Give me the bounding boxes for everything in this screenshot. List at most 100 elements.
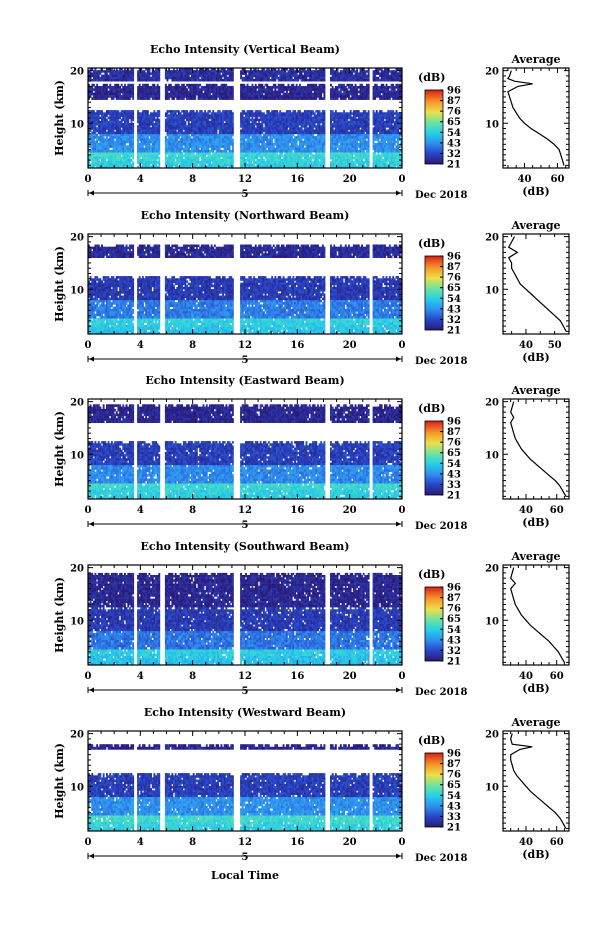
heatmap-cell [179, 147, 182, 151]
heatmap-cell [284, 125, 287, 128]
heatmap-cell [91, 116, 94, 120]
heatmap-cell [271, 161, 274, 164]
heatmap-cell [256, 138, 259, 141]
heatmap-cell [321, 129, 324, 132]
heatmap-cell [330, 156, 332, 160]
heatmap-cell [102, 92, 105, 96]
heatmap-cell [305, 116, 308, 120]
heatmap-cell [115, 118, 118, 122]
heatmap-cell [336, 152, 339, 155]
heatmap-cell [302, 88, 305, 91]
heatmap-cell [379, 145, 381, 148]
heatmap-cell [277, 147, 280, 151]
heatmap-cell [213, 116, 216, 120]
heatmap-cell [122, 152, 125, 155]
heatmap-cell [310, 118, 313, 122]
heatmap-cell [207, 112, 210, 115]
heatmap-cell [377, 123, 380, 126]
heatmap-cell [115, 120, 118, 124]
heatmap-cell [269, 116, 272, 120]
heatmap-cell [182, 127, 185, 130]
heatmap-cell [271, 112, 274, 115]
heatmap-cell [289, 149, 292, 153]
heatmap-cell [387, 140, 390, 144]
heatmap-cell [385, 88, 388, 91]
heatmap-cell [168, 147, 170, 151]
heatmap-cell [112, 143, 115, 146]
heatmap-cell [380, 143, 383, 146]
heatmap-cell [272, 131, 275, 135]
heatmap-cell [145, 152, 148, 155]
heatmap-cell [89, 123, 92, 126]
heatmap-cell [218, 147, 221, 151]
heatmap-cell [97, 129, 100, 132]
heatmap-cell [245, 152, 247, 155]
heatmap-cell [130, 163, 133, 167]
heatmap-cell [356, 154, 359, 158]
heatmap-cell [315, 136, 318, 139]
heatmap-cell [317, 127, 319, 130]
heatmap-cell [356, 152, 359, 155]
heatmap-cell [140, 114, 143, 117]
heatmap-cell [321, 163, 324, 167]
heatmap-cell [202, 136, 205, 139]
heatmap-cell [199, 116, 202, 120]
heatmap-cell [357, 152, 360, 155]
heatmap-cell [271, 116, 274, 120]
heatmap-cell [271, 143, 274, 146]
heatmap-cell [354, 138, 357, 141]
heatmap-cell [140, 123, 143, 126]
heatmap-cell [300, 131, 303, 135]
heatmap-cell [379, 118, 381, 122]
heatmap-cell [218, 125, 221, 128]
heatmap-cell [137, 152, 139, 155]
heatmap-cell [289, 116, 292, 120]
heatmap-cell [312, 138, 314, 141]
heatmap-cell [393, 140, 396, 144]
heatmap-cell [253, 161, 256, 164]
heatmap-cell [359, 149, 362, 153]
heatmap-cell [191, 129, 193, 132]
heatmap-cell [379, 154, 381, 158]
heatmap-cell [171, 165, 174, 169]
heatmap-cell [272, 163, 275, 167]
heatmap-cell [331, 159, 334, 162]
heatmap-cell [184, 152, 187, 155]
heatmap-cell [166, 159, 169, 162]
heatmap-cell [290, 159, 293, 162]
heatmap-cell [99, 147, 102, 151]
heatmap-cell [110, 125, 113, 128]
heatmap-cell [349, 156, 352, 160]
heatmap-cell [276, 159, 278, 162]
heatmap-cell [266, 120, 269, 124]
heatmap-cell [215, 152, 218, 155]
heatmap-cell [397, 136, 399, 139]
heatmap-cell [258, 138, 260, 141]
heatmap-cell [287, 165, 290, 169]
heatmap-cell [109, 159, 112, 162]
heatmap-cell [366, 163, 368, 167]
heatmap-cell [359, 147, 362, 151]
heatmap-cell [155, 143, 157, 146]
heatmap-cell [344, 165, 347, 169]
heatmap-cell [334, 127, 337, 130]
heatmap-cell [128, 133, 131, 137]
heatmap-cell [267, 159, 270, 162]
heatmap-cell [372, 136, 375, 139]
heatmap-cell [300, 163, 303, 167]
heatmap-cell [241, 138, 244, 141]
heatmap-cell [199, 145, 202, 148]
heatmap-cell [258, 127, 260, 130]
heatmap-cell [338, 145, 341, 148]
heatmap-cell [313, 129, 316, 132]
heatmap-cell [94, 116, 97, 120]
heatmap-cell [207, 114, 210, 117]
heatmap-cell [313, 149, 316, 153]
heatmap-cell [210, 118, 213, 122]
heatmap-cell [290, 131, 293, 135]
heatmap-cell [256, 163, 259, 167]
heatmap-cell [187, 131, 190, 135]
heatmap-cell [271, 149, 274, 153]
heatmap-cell [343, 165, 345, 169]
heatmap-cell [200, 165, 203, 169]
